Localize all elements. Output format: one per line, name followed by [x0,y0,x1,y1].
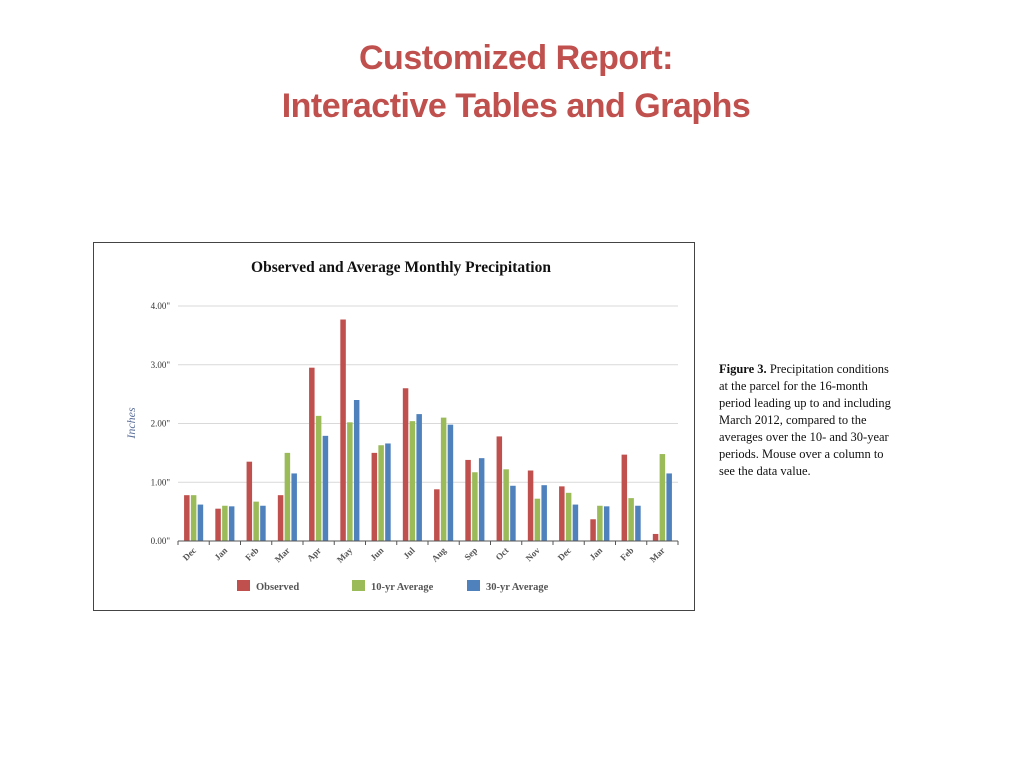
bar-30-yr-average[interactable] [510,485,516,541]
bar-observed[interactable] [402,388,409,541]
bar-10-yr-average[interactable] [409,421,416,541]
bar-30-yr-average[interactable] [353,400,360,541]
x-tick-label: Nov [524,545,542,563]
bar-observed[interactable] [215,508,221,541]
bar-30-yr-average[interactable] [228,506,235,541]
x-tick-label: Jun [368,545,385,562]
x-tick-label: Dec [181,545,198,562]
bar-observed[interactable] [434,489,440,541]
slide-title-line1: Customized Report: [359,39,674,77]
slide-title-line2: Interactive Tables and Graphs [281,87,751,125]
x-tick-label: Feb [243,545,260,562]
x-tick-label: Apr [305,545,323,563]
bar-10-yr-average[interactable] [315,415,322,541]
x-tick-label: Sep [462,545,479,562]
chart-title: Observed and Average Monthly Precipitati… [251,259,551,276]
y-tick-label: 0.00" [151,536,171,546]
x-tick-label: May [335,545,355,565]
x-tick-label: Oct [494,545,511,562]
y-tick-label: 4.00" [151,301,171,311]
x-tick-label: Feb [618,545,635,562]
x-tick-label: Jul [401,545,417,561]
bar-10-yr-average[interactable] [190,495,197,541]
y-axis-title: Inches [124,407,138,440]
x-tick-label: Jan [587,545,604,562]
y-tick-label: 2.00" [151,419,171,429]
legend-label: 10-yr Average [371,582,434,593]
legend-swatch [352,580,365,591]
bar-30-yr-average[interactable] [197,504,204,541]
x-tick-label: Mar [273,545,292,564]
x-tick-label: Mar [648,545,667,564]
bar-observed[interactable] [246,461,253,541]
bar-10-yr-average[interactable] [503,469,509,541]
bar-observed[interactable] [527,470,534,542]
bar-10-yr-average[interactable] [378,445,384,541]
bar-observed[interactable] [652,533,659,541]
bar-observed[interactable] [277,495,284,541]
bar-30-yr-average[interactable] [291,473,297,541]
chart-bars [184,319,672,542]
bar-10-yr-average[interactable] [565,492,572,541]
bar-30-yr-average[interactable] [447,424,454,541]
chart-legend: Observed 10-yr Average 30-yr Average [237,580,549,593]
bar-10-yr-average[interactable] [347,422,353,541]
bar-observed[interactable] [559,486,565,541]
bar-10-yr-average[interactable] [253,501,259,541]
bar-observed[interactable] [184,495,190,541]
precipitation-chart: Observed and Average Monthly Precipitati… [124,259,679,593]
bar-observed[interactable] [590,519,596,541]
y-tick-label: 1.00" [151,477,171,487]
caption-label: Figure 3. [719,362,767,376]
x-tick-label: Jan [212,545,229,562]
bar-10-yr-average[interactable] [628,498,634,541]
chart-gridlines [178,305,678,483]
bar-observed[interactable] [340,319,346,541]
bar-observed[interactable] [496,436,503,541]
bar-30-yr-average[interactable] [385,443,391,541]
bar-30-yr-average[interactable] [541,485,547,541]
slide-title: Customized Report: Interactive Tables an… [0,34,1024,130]
bar-30-yr-average[interactable] [416,414,422,541]
bar-10-yr-average[interactable] [440,417,447,541]
bar-10-yr-average[interactable] [597,505,603,541]
bar-10-yr-average[interactable] [284,452,291,541]
bar-30-yr-average[interactable] [478,458,485,541]
y-tick-label: 3.00" [151,360,171,370]
bar-30-yr-average[interactable] [572,504,579,541]
figure-caption: Figure 3. Precipitation conditions at th… [719,361,899,480]
bar-10-yr-average[interactable] [659,454,666,541]
caption-text: Precipitation conditions at the parcel f… [719,362,891,478]
bar-10-yr-average[interactable] [222,505,228,541]
bar-30-yr-average[interactable] [260,505,266,541]
bar-30-yr-average[interactable] [666,473,672,541]
bar-30-yr-average[interactable] [635,505,641,541]
bar-observed[interactable] [309,367,315,541]
bar-30-yr-average[interactable] [322,435,329,541]
bar-30-yr-average[interactable] [603,506,610,541]
x-tick-label: Dec [556,545,573,562]
legend-swatch [237,580,250,591]
legend-swatch [467,580,480,591]
chart-container: Observed and Average Monthly Precipitati… [93,242,695,611]
bar-observed[interactable] [465,459,471,541]
bar-observed[interactable] [621,454,628,541]
bar-observed[interactable] [371,452,378,541]
legend-label: 30-yr Average [486,582,549,593]
x-tick-label: Aug [430,545,449,564]
bar-10-yr-average[interactable] [534,498,541,541]
legend-label: Observed [256,582,299,593]
bar-10-yr-average[interactable] [472,472,478,541]
